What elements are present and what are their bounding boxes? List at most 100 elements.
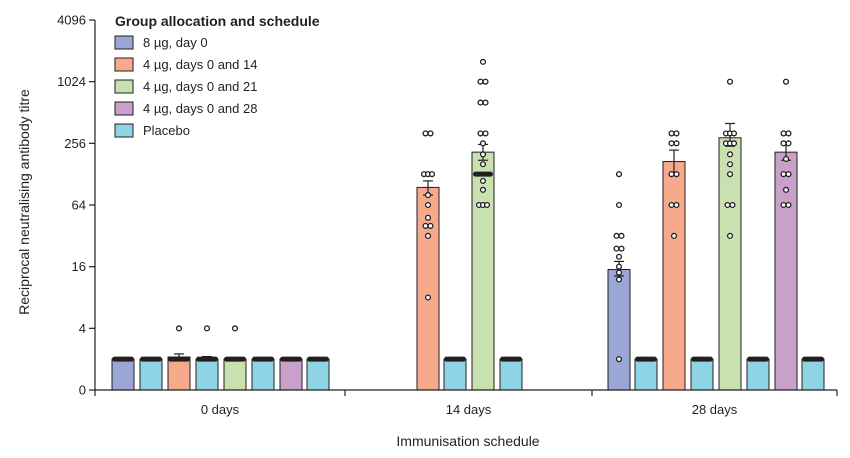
data-point — [668, 201, 675, 209]
legend-swatch — [114, 35, 134, 50]
bar — [279, 358, 303, 391]
data-point — [477, 78, 484, 85]
data-point — [427, 222, 434, 229]
bar — [801, 358, 825, 391]
bar-group — [471, 58, 495, 391]
x-tick-label: 14 days — [446, 402, 492, 417]
data-point-cluster — [224, 356, 246, 362]
data-point — [618, 232, 625, 239]
legend-title: Group allocation and schedule — [115, 13, 320, 29]
data-point — [730, 140, 738, 147]
data-point-cluster — [168, 356, 190, 362]
data-point-cluster — [140, 356, 162, 362]
bar-group — [690, 356, 714, 391]
data-point — [479, 151, 487, 158]
bar — [251, 358, 275, 391]
bar-group — [139, 356, 163, 391]
data-point — [724, 201, 731, 209]
bar-group — [801, 356, 825, 391]
data-point — [615, 276, 623, 283]
data-point — [615, 253, 623, 260]
data-point — [477, 99, 484, 106]
y-tick-label: 256 — [64, 136, 86, 151]
y-tick-label: 4096 — [57, 13, 86, 28]
data-point — [479, 161, 487, 168]
bar — [306, 358, 330, 391]
data-point — [175, 325, 183, 332]
y-tick-label: 0 — [79, 383, 86, 398]
data-point — [673, 201, 680, 209]
bar-group — [306, 356, 330, 391]
data-point — [668, 130, 675, 137]
data-point-cluster — [473, 171, 493, 177]
data-point — [424, 232, 432, 239]
data-point — [782, 78, 790, 85]
bar — [607, 269, 631, 391]
bar-group — [662, 130, 686, 391]
data-point-cluster — [444, 356, 466, 362]
data-point-cluster — [196, 356, 218, 362]
data-point — [483, 201, 491, 209]
data-point — [482, 78, 489, 85]
data-point — [782, 155, 790, 163]
data-point-cluster — [691, 356, 713, 362]
data-point — [203, 325, 211, 332]
data-point — [424, 214, 432, 221]
bar — [634, 358, 658, 391]
data-point — [782, 186, 790, 193]
data-point-cluster — [635, 356, 657, 362]
data-point — [422, 222, 429, 229]
y-tick-label: 1024 — [57, 74, 86, 89]
legend-label: Placebo — [143, 123, 190, 138]
bar — [499, 358, 523, 391]
bar-group — [607, 171, 631, 391]
bar-group — [111, 356, 135, 391]
data-point — [427, 130, 434, 137]
bar-group — [279, 356, 303, 391]
data-point — [615, 171, 623, 178]
bar — [139, 358, 163, 391]
data-point — [615, 263, 623, 270]
data-point — [780, 171, 787, 178]
data-point — [785, 130, 792, 137]
data-point — [673, 140, 680, 147]
x-tick-label: 28 days — [692, 402, 738, 417]
data-point — [615, 269, 623, 276]
data-point — [231, 325, 239, 332]
data-point — [673, 171, 680, 178]
data-point — [780, 201, 787, 209]
legend-swatch — [114, 79, 134, 94]
data-point — [613, 245, 620, 252]
bar — [662, 161, 686, 391]
data-point — [726, 171, 734, 178]
data-point — [729, 201, 736, 209]
data-point — [424, 192, 432, 199]
bar-group — [774, 78, 798, 391]
bar — [690, 358, 714, 391]
data-point — [479, 58, 487, 65]
data-point-cluster — [307, 356, 329, 362]
data-point — [668, 171, 675, 178]
data-point-cluster — [802, 356, 824, 362]
data-point-cluster — [280, 356, 302, 362]
data-point-cluster — [252, 356, 274, 362]
bar-group — [195, 325, 219, 391]
bar — [223, 358, 247, 391]
bar-group — [416, 130, 440, 391]
bar — [195, 358, 219, 391]
y-tick-label: 16 — [72, 259, 86, 274]
data-point — [479, 140, 487, 147]
data-point — [668, 140, 675, 147]
data-point — [615, 356, 623, 363]
data-point — [726, 232, 734, 239]
bar-group — [443, 356, 467, 391]
bar-group — [223, 325, 247, 391]
data-point-cluster — [500, 356, 522, 362]
bar-group — [251, 356, 275, 391]
y-tick-label: 64 — [72, 198, 86, 213]
data-point — [670, 232, 678, 239]
data-point — [730, 130, 738, 137]
data-point — [482, 130, 489, 137]
legend-label: 4 µg, days 0 and 14 — [143, 57, 257, 72]
data-point — [726, 161, 734, 168]
